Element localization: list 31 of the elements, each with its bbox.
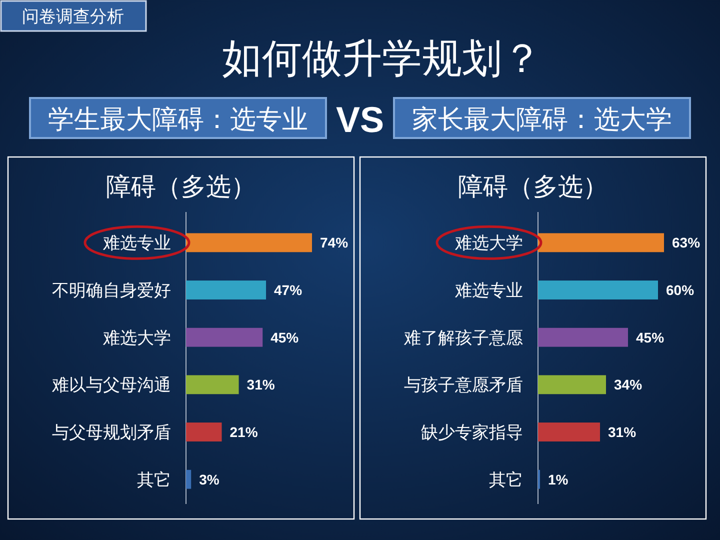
y-tick-label: 缺少专家指导: [421, 423, 523, 442]
y-tick-label: 难选专业: [102, 234, 171, 253]
text: 学生最大障碍：选专业: [48, 104, 308, 134]
y-tick-label: 其它: [489, 470, 523, 490]
y-tick-label: 难选专业: [454, 281, 523, 300]
data-label: 60%: [666, 282, 695, 298]
data-label: 63%: [672, 234, 701, 251]
chart-title: 障碍（多选）: [458, 173, 608, 201]
y-tick-label: 与孩子意愿矛盾: [404, 376, 523, 395]
y-tick-label: 难选大学: [454, 234, 523, 253]
chart-title: 障碍（多选）: [106, 173, 256, 201]
data-label: 45%: [636, 329, 665, 346]
y-tick-label: 难选大学: [102, 328, 171, 348]
y-tick-label: 难了解孩子意愿: [403, 328, 523, 348]
data-label: 47%: [274, 282, 303, 298]
text: 如何做升学规划？: [222, 37, 542, 81]
y-tick-label: 其它: [137, 470, 171, 490]
y-tick-label: 难以与父母沟通: [51, 376, 171, 395]
text: 家长最大障碍：选大学: [412, 104, 672, 134]
data-label: 45%: [270, 329, 300, 346]
text: 问卷调查分析: [22, 7, 124, 26]
data-label: 21%: [230, 424, 258, 440]
data-label: 1%: [548, 471, 569, 488]
y-tick-label: 不明确自身爱好: [52, 281, 171, 300]
data-label: 34%: [614, 376, 643, 393]
data-label: 3%: [199, 471, 220, 488]
data-label: 74%: [320, 234, 349, 251]
data-label: 31%: [246, 376, 276, 393]
text: VS: [336, 99, 384, 140]
data-label: 31%: [608, 424, 637, 440]
y-tick-label: 与父母规划矛盾: [52, 423, 171, 442]
